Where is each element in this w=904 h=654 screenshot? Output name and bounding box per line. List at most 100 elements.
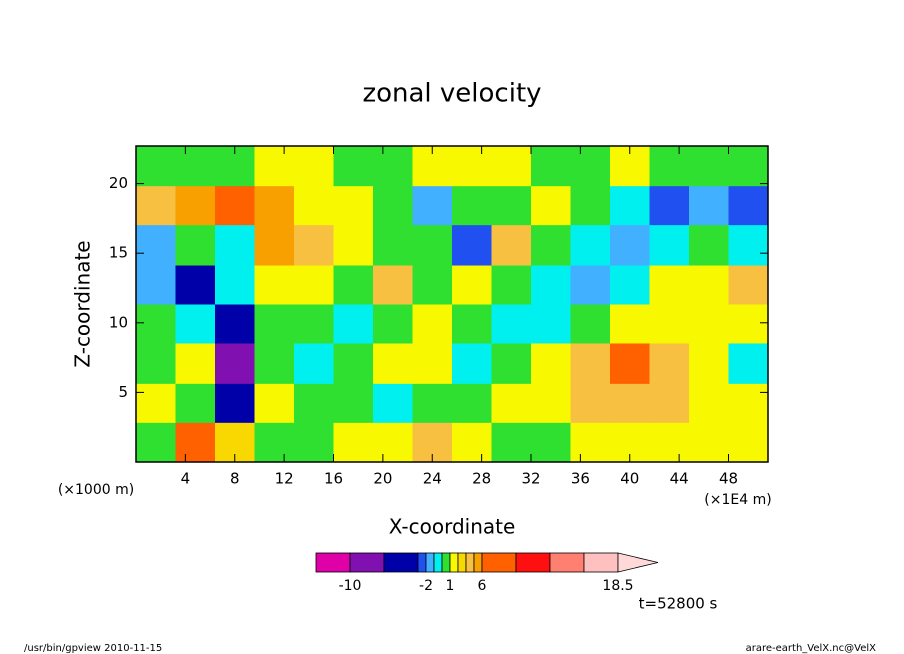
field bbox=[136, 146, 769, 463]
field-cell bbox=[689, 263, 729, 305]
field-cell bbox=[373, 422, 413, 463]
field-cell bbox=[570, 342, 611, 384]
field-cell bbox=[491, 302, 532, 344]
x-tick-label: 36 bbox=[571, 470, 590, 488]
field-cell bbox=[412, 224, 453, 266]
field-cell bbox=[215, 263, 255, 305]
field-cell bbox=[294, 224, 334, 266]
y-tick-label: 5 bbox=[118, 383, 128, 401]
field-cell bbox=[373, 263, 413, 305]
x-tick-label: 32 bbox=[521, 470, 540, 488]
colorbar-box bbox=[473, 552, 483, 573]
field-cell bbox=[491, 146, 532, 187]
field-cell bbox=[254, 184, 295, 226]
field-cell bbox=[491, 263, 532, 305]
field-cell bbox=[373, 381, 413, 423]
field-cell bbox=[531, 224, 571, 266]
field-cell bbox=[649, 184, 690, 226]
colorbar-box bbox=[433, 552, 443, 573]
time-label: t=52800 s bbox=[639, 595, 718, 613]
field-cell bbox=[136, 422, 176, 463]
field-cell bbox=[728, 422, 769, 463]
field-cell bbox=[689, 146, 729, 187]
field-cell bbox=[136, 146, 176, 187]
footer-left: /usr/bin/gpview 2010-11-15 bbox=[24, 643, 162, 654]
field-cell bbox=[689, 302, 729, 344]
field-cell bbox=[294, 381, 334, 423]
field-cell bbox=[175, 342, 216, 384]
field-cell bbox=[570, 146, 611, 187]
field-cell bbox=[215, 302, 255, 344]
x-tick-label: 40 bbox=[620, 470, 639, 488]
x-tick-label: 24 bbox=[423, 470, 442, 488]
field-cell bbox=[531, 422, 571, 463]
field-cell bbox=[728, 381, 769, 423]
field-cell bbox=[452, 184, 492, 226]
field-cell bbox=[294, 302, 334, 344]
field-cell bbox=[610, 263, 650, 305]
field-cell bbox=[136, 263, 176, 305]
x-tick-label: 28 bbox=[472, 470, 491, 488]
field-cell bbox=[531, 342, 571, 384]
field-cell bbox=[570, 381, 611, 423]
field-cell bbox=[254, 302, 295, 344]
field-cell bbox=[531, 302, 571, 344]
field-cell bbox=[689, 224, 729, 266]
field-cell bbox=[373, 184, 413, 226]
y-tick-label: 20 bbox=[109, 174, 128, 192]
field-cell bbox=[452, 422, 492, 463]
colorbar-box bbox=[457, 552, 467, 573]
field-cell bbox=[254, 381, 295, 423]
colorbar-box bbox=[349, 552, 385, 573]
field-cell bbox=[728, 263, 769, 305]
x-tick-label: 8 bbox=[230, 470, 240, 488]
x-tick-label: 12 bbox=[275, 470, 294, 488]
colorbar-tick-label: -2 bbox=[419, 578, 433, 594]
field-cell bbox=[333, 146, 374, 187]
field-cell bbox=[175, 146, 216, 187]
colorbar-tick-label: 6 bbox=[478, 578, 487, 594]
field-cell bbox=[491, 224, 532, 266]
x-tick-label: 44 bbox=[670, 470, 689, 488]
footer-right: arare-earth_VelX.nc@VelX bbox=[746, 643, 877, 654]
field-cell bbox=[254, 422, 295, 463]
field-cell bbox=[215, 381, 255, 423]
x-tick-label: 16 bbox=[324, 470, 343, 488]
field-cell bbox=[570, 422, 611, 463]
field-cell bbox=[333, 381, 374, 423]
field-cell bbox=[649, 302, 690, 344]
field-cell bbox=[175, 224, 216, 266]
field-cell bbox=[215, 224, 255, 266]
field-cell bbox=[333, 302, 374, 344]
field-cell bbox=[689, 422, 729, 463]
field-cell bbox=[531, 146, 571, 187]
field-cell bbox=[254, 146, 295, 187]
colorbar-box bbox=[417, 552, 427, 573]
x-tick-label: 48 bbox=[719, 470, 738, 488]
field-cell bbox=[294, 263, 334, 305]
field-cell bbox=[452, 263, 492, 305]
colorbar-box bbox=[315, 552, 351, 573]
field-cell bbox=[728, 184, 769, 226]
y-axis-label: Z-coordinate bbox=[71, 240, 95, 367]
colorbar-over bbox=[617, 552, 659, 573]
x-axis-label: X-coordinate bbox=[389, 515, 516, 539]
colorbar-box bbox=[549, 552, 585, 573]
colorbar-box bbox=[465, 552, 475, 573]
field-cell bbox=[373, 302, 413, 344]
field-cell bbox=[649, 342, 690, 384]
colorbar-box bbox=[425, 552, 435, 573]
field-cell bbox=[570, 184, 611, 226]
field-cell bbox=[175, 184, 216, 226]
field-cell bbox=[491, 422, 532, 463]
colorbar-tick-label: -10 bbox=[339, 578, 362, 594]
field-cell bbox=[610, 381, 650, 423]
field-cell bbox=[373, 224, 413, 266]
field-cell bbox=[531, 381, 571, 423]
field-cell bbox=[294, 422, 334, 463]
colorbar-tick-label: 1 bbox=[446, 578, 455, 594]
field-cell bbox=[175, 263, 216, 305]
x-tick-label: 20 bbox=[373, 470, 392, 488]
